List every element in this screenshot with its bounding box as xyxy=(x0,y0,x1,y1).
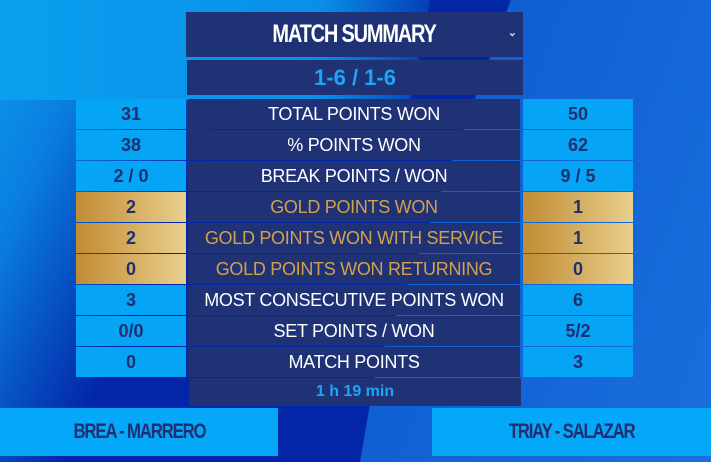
stat-left-value: 0 xyxy=(76,254,186,284)
stat-left-value: 31 xyxy=(76,99,186,129)
stat-left-value: 0/0 xyxy=(76,316,186,346)
stat-right-value: 5/2 xyxy=(523,316,633,346)
stat-row: 31 TOTAL POINTS WON 50 xyxy=(76,99,634,130)
stat-label: SET POINTS / WON xyxy=(188,316,520,346)
stat-row: 0 GOLD POINTS WON RETURNING 0 xyxy=(76,254,634,285)
stat-label: GOLD POINTS WON xyxy=(188,192,520,222)
stat-right-value: 3 xyxy=(523,347,633,377)
chevron-down-icon[interactable]: ⌄ xyxy=(507,27,517,39)
stat-label: % POINTS WON xyxy=(188,130,520,160)
stat-right-value: 1 xyxy=(523,192,633,222)
stat-left-value: 2 xyxy=(76,223,186,253)
stat-row: 2 GOLD POINTS WON 1 xyxy=(76,192,634,223)
stat-right-value: 1 xyxy=(523,223,633,253)
stat-left-value: 2 xyxy=(76,192,186,222)
stat-left-value: 2 / 0 xyxy=(76,161,186,191)
stat-right-value: 9 / 5 xyxy=(523,161,633,191)
match-duration: 1 h 19 min xyxy=(189,378,521,406)
stat-right-value: 6 xyxy=(523,285,633,315)
stat-left-value: 38 xyxy=(76,130,186,160)
stat-row: 0/0 SET POINTS / WON 5/2 xyxy=(76,316,634,347)
stat-row: 38 % POINTS WON 62 xyxy=(76,130,634,161)
stat-left-value: 3 xyxy=(76,285,186,315)
stat-row: 2 / 0 BREAK POINTS / WON 9 / 5 xyxy=(76,161,634,192)
stat-row: 0 MATCH POINTS 3 xyxy=(76,347,634,378)
match-score: 1-6 / 1-6 xyxy=(187,60,523,95)
match-summary-dropdown[interactable]: MATCH SUMMARY ⌄ xyxy=(186,12,523,57)
team-left: BREA - MARRERO xyxy=(0,408,278,456)
stat-right-value: 62 xyxy=(523,130,633,160)
stat-label: GOLD POINTS WON RETURNING xyxy=(188,254,520,284)
stat-label: MOST CONSECUTIVE POINTS WON xyxy=(188,285,520,315)
stat-right-value: 50 xyxy=(523,99,633,129)
stat-label: MATCH POINTS xyxy=(188,347,520,377)
page-title: MATCH SUMMARY xyxy=(272,20,437,48)
team-left-name: BREA - MARRERO xyxy=(73,420,206,443)
stat-label: GOLD POINTS WON WITH SERVICE xyxy=(188,223,520,253)
stat-row: 2 GOLD POINTS WON WITH SERVICE 1 xyxy=(76,223,634,254)
stat-right-value: 0 xyxy=(523,254,633,284)
stat-left-value: 0 xyxy=(76,347,186,377)
team-right: TRIAY - SALAZAR xyxy=(432,408,711,456)
stat-label: TOTAL POINTS WON xyxy=(188,99,520,129)
stat-label: BREAK POINTS / WON xyxy=(188,161,520,191)
team-right-name: TRIAY - SALAZAR xyxy=(508,420,636,443)
stat-row: 3 MOST CONSECUTIVE POINTS WON 6 xyxy=(76,285,634,316)
